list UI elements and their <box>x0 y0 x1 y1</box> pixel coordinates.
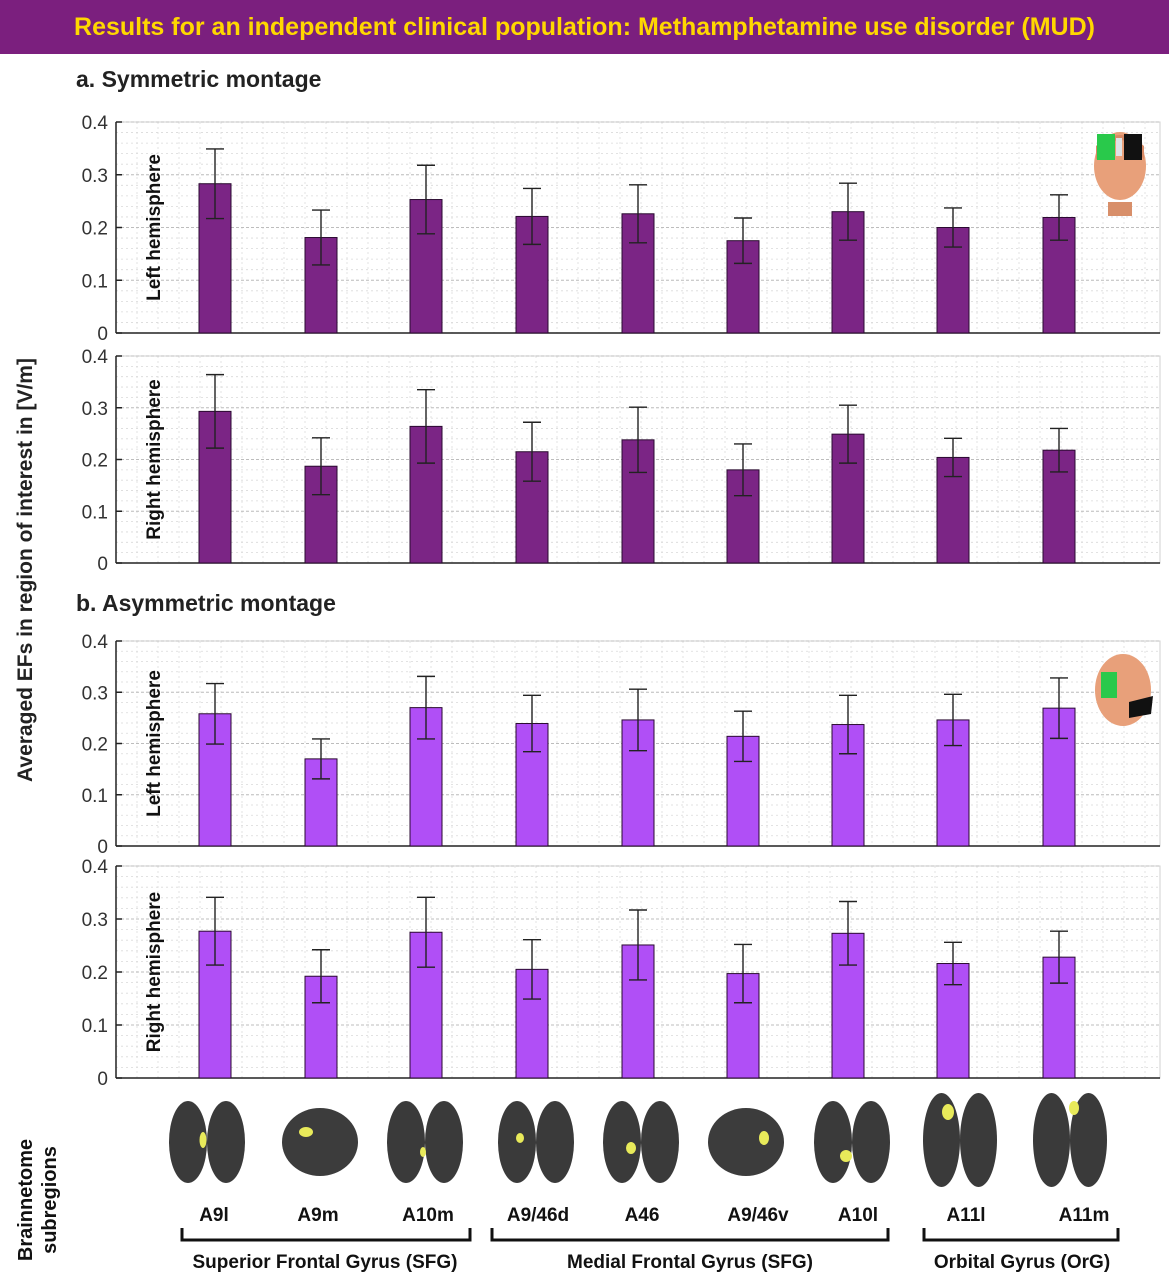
brain-region-image <box>923 1093 997 1187</box>
y-tick-label: 0 <box>97 324 108 345</box>
group-label-org: Orbital Gyrus (OrG) <box>933 1252 1111 1273</box>
region-label-a9l: A9l <box>199 1205 229 1226</box>
head-symmetric-icon <box>1094 132 1146 216</box>
bar-A9m <box>304 237 338 334</box>
banner-title: Results for an independent clinical popu… <box>74 12 1095 41</box>
brain-region-image <box>282 1108 358 1176</box>
region-label-a9-46v: A9/46v <box>727 1205 789 1226</box>
y-tick-label: 0 <box>97 837 108 858</box>
y-tick-label: 0.3 <box>82 166 108 187</box>
region-label-a11m: A11m <box>1058 1205 1110 1226</box>
brain-region-image <box>1033 1093 1107 1187</box>
y-tick-label: 0.1 <box>82 271 108 292</box>
brain-region-image <box>603 1101 679 1183</box>
y-tick-label: 0.2 <box>82 219 108 240</box>
y-tick-label: 0.4 <box>82 347 109 368</box>
region-label-a11l: A11l <box>946 1205 986 1226</box>
y-tick-label: 0.4 <box>82 632 109 653</box>
y-tick-label: 0.1 <box>82 502 108 523</box>
region-label-a46: A46 <box>624 1205 660 1226</box>
y-tick-label: 0.2 <box>82 963 108 984</box>
title-banner: Results for an independent clinical popu… <box>0 0 1169 54</box>
y-tick-label: 0.4 <box>82 113 109 134</box>
region-label-a9-46d: A9/46d <box>506 1205 570 1226</box>
section-a-title: a. Symmetric montage <box>76 66 322 92</box>
y-tick-label: 0.3 <box>82 399 108 420</box>
bar-A9l <box>198 930 232 1079</box>
region-label-a9m: A9m <box>297 1205 339 1226</box>
bar-A11m <box>1042 216 1076 334</box>
bar-A9m <box>304 975 338 1079</box>
group-label-mfg: Medial Frontal Gyrus (SFG) <box>567 1252 813 1273</box>
brain-region-image <box>387 1101 463 1183</box>
brain-region-image <box>498 1101 574 1183</box>
hemisphere-label: Right hemisphere <box>144 892 165 1052</box>
chart-panel-1: 0 0.1 0.2 0.3 0.4 Left hemisphere <box>82 113 1161 345</box>
y-tick-label: 0.3 <box>82 683 108 704</box>
y-tick-label: 0.2 <box>82 451 108 472</box>
y-tick-label: 0.4 <box>82 857 109 878</box>
hemisphere-label: Right hemisphere <box>144 379 165 539</box>
chart-panel-3: 0 0.1 0.2 0.3 0.4 Left hemisphere <box>82 632 1161 858</box>
y-tick-label: 0 <box>97 554 108 575</box>
region-label-a10m: A10m <box>402 1205 454 1226</box>
brain-region-image <box>814 1101 890 1183</box>
region-label-a10l: A10l <box>837 1205 879 1226</box>
bar-A9l <box>198 713 232 847</box>
head-asymmetric-icon <box>1095 654 1153 726</box>
section-b-title: b. Asymmetric montage <box>76 590 336 616</box>
y-tick-label: 0 <box>97 1069 108 1090</box>
y-tick-label: 0.3 <box>82 910 108 931</box>
chart-panel-4: 0 0.1 0.2 0.3 0.4 Right hemisphere <box>82 857 1161 1090</box>
brain-region-image <box>169 1101 245 1183</box>
group-label-sfg: Superior Frontal Gyrus (SFG) <box>192 1252 458 1273</box>
hemisphere-label: Left hemisphere <box>144 670 165 817</box>
y-tick-label: 0.1 <box>82 786 108 807</box>
brain-region-image <box>708 1108 784 1176</box>
chart-panel-2: 0 0.1 0.2 0.3 0.4 Right hemisphere <box>82 347 1161 575</box>
y-tick-label: 0.2 <box>82 735 108 756</box>
hemisphere-label: Left hemisphere <box>144 154 165 301</box>
y-tick-label: 0.1 <box>82 1016 108 1037</box>
